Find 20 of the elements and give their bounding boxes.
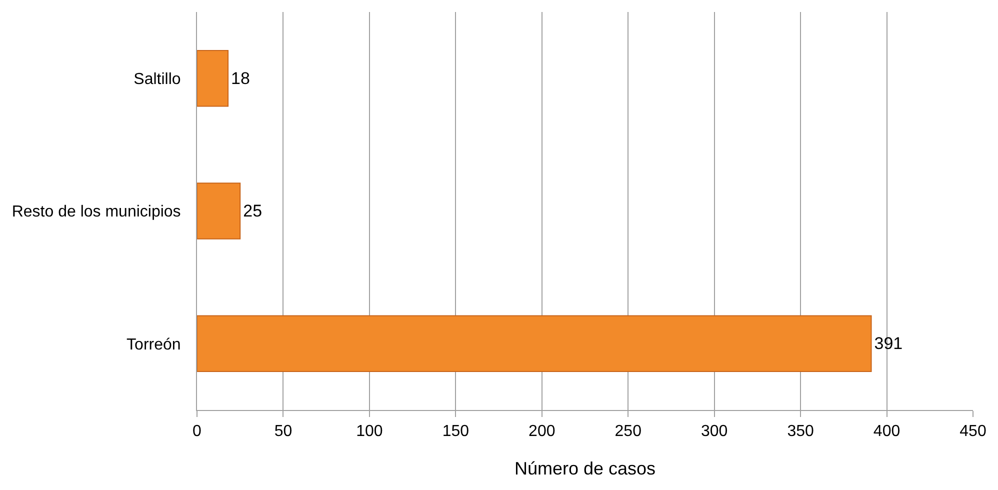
y-tick-label: Resto de los municipios — [12, 204, 181, 221]
x-tick-label: 300 — [700, 423, 728, 440]
x-tick-label: 0 — [192, 423, 202, 440]
bar — [197, 315, 872, 372]
x-tick-label: 450 — [960, 423, 986, 440]
y-tick-label: Torreón — [126, 336, 181, 354]
x-axis-title: Número de casos — [514, 458, 656, 478]
x-tick-label: 200 — [528, 423, 556, 440]
x-tick-label: 100 — [356, 423, 383, 440]
x-tick-label: 250 — [614, 423, 642, 440]
x-tick-label: 350 — [787, 423, 814, 440]
data-label: 18 — [231, 68, 250, 88]
x-tick-label: 50 — [274, 423, 292, 440]
y-tick-label: Saltillo — [134, 70, 181, 88]
data-label: 391 — [874, 334, 903, 354]
bar — [197, 182, 241, 240]
data-label: 25 — [243, 202, 262, 220]
x-tick-label: 150 — [442, 423, 470, 440]
x-tick-label: 400 — [873, 423, 900, 440]
bar — [197, 50, 229, 107]
